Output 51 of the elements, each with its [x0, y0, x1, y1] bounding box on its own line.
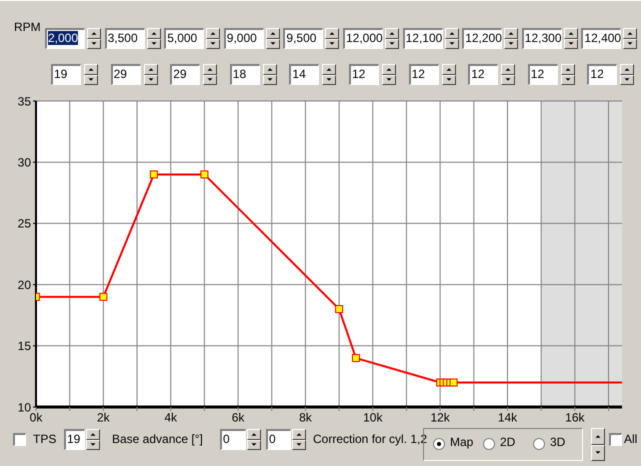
text-field: 12	[587, 64, 618, 85]
text-field: 12,000	[343, 28, 383, 49]
point	[200, 170, 208, 178]
text: 3D	[550, 435, 566, 449]
text-field: 3,500	[104, 28, 145, 49]
x-tick-label: 4k	[164, 410, 178, 425]
text: Base advance [°]	[112, 432, 203, 446]
text: 2D	[500, 435, 516, 449]
y-tick-label: 25	[18, 216, 32, 231]
text-field: 19	[64, 429, 85, 450]
text-field: 19	[51, 64, 81, 85]
point	[335, 305, 344, 314]
point	[450, 378, 458, 387]
text-field: 5,000	[164, 28, 204, 49]
text-field: 12	[528, 64, 558, 85]
text-field: 29	[110, 64, 141, 85]
y-tick-label: 35	[18, 94, 32, 108]
text-field: 18	[230, 64, 260, 85]
text-field: 12,400	[581, 28, 622, 49]
point	[352, 354, 360, 362]
y-tick-label: 30	[18, 155, 32, 170]
point	[99, 292, 108, 301]
text-field: 0	[220, 429, 246, 450]
text-field: 14	[289, 64, 320, 85]
text-field: 9,000	[224, 28, 264, 49]
text-field: 12	[408, 64, 439, 85]
text-field: 2,000	[45, 28, 85, 49]
text-field: 29	[170, 64, 200, 85]
text: All	[624, 432, 638, 446]
text-field: 9,500	[283, 28, 324, 49]
x-tick-label: 16k	[565, 410, 586, 425]
x-tick-label: 8k	[299, 410, 313, 425]
y-tick-label: 10	[18, 400, 32, 414]
text-field: 12,100	[402, 28, 443, 49]
text: RPM	[14, 20, 41, 34]
text-field: 12	[468, 64, 498, 85]
x-tick-label: 14k	[498, 410, 518, 425]
text-field: 0	[266, 429, 291, 450]
text-field: 12	[349, 64, 379, 85]
text-field: 12,300	[522, 28, 562, 49]
point	[150, 170, 158, 178]
x-tick-label: 6k	[232, 410, 246, 425]
y-tick-label: 15	[18, 339, 32, 354]
x-tick-label: 0k	[30, 410, 44, 425]
y-tick-label: 20	[18, 278, 32, 292]
text: Map	[450, 435, 474, 449]
text-field: 12,200	[462, 28, 502, 49]
x-tick-label: 10k	[363, 410, 384, 425]
x-tick-label: 12k	[430, 410, 451, 425]
text: TPS	[33, 432, 56, 446]
x-tick-label: 2k	[97, 410, 111, 425]
